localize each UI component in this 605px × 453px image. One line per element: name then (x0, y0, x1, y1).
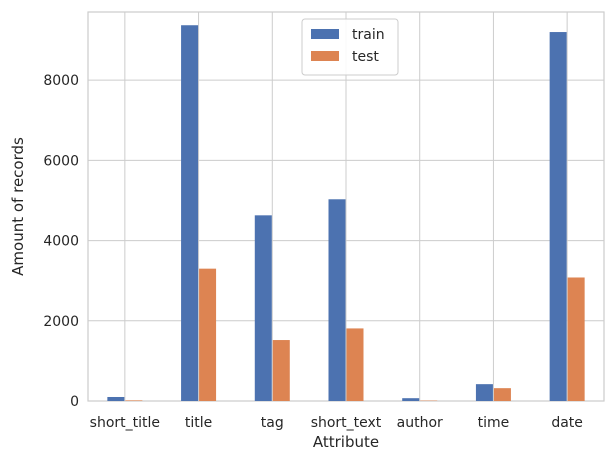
y-tick-label: 0 (70, 394, 79, 410)
bar-train-title (181, 25, 198, 401)
legend-label-test: test (352, 49, 379, 65)
bar-train-date (550, 32, 567, 401)
x-tick-label: tag (261, 415, 284, 431)
bar-test-tag (273, 340, 290, 401)
x-tick-label: title (185, 415, 212, 431)
bar-test-short_text (347, 328, 364, 401)
bar-test-short_title (125, 400, 142, 401)
legend-swatch-train (311, 29, 339, 39)
legend-label-train: train (352, 27, 385, 43)
y-tick-label: 8000 (43, 73, 79, 89)
legend-swatch-test (311, 51, 339, 61)
y-tick-label: 2000 (43, 314, 79, 330)
bar-test-date (568, 277, 585, 401)
legend: train test (302, 19, 398, 75)
x-axis-label: Attribute (313, 433, 379, 451)
bar-train-author (402, 398, 419, 401)
x-tick-label: short_title (90, 415, 160, 431)
x-tick-label: short_text (311, 415, 382, 431)
y-axis-ticks: 0 2000 4000 6000 8000 (43, 73, 79, 410)
bar-test-title (199, 269, 216, 401)
y-tick-label: 6000 (43, 153, 79, 169)
bar-train-time (476, 384, 493, 401)
x-axis-ticks: short_title title tag short_text author time d… (90, 415, 583, 431)
y-axis-label: Amount of records (9, 137, 27, 276)
bar-test-time (494, 388, 511, 401)
y-tick-label: 4000 (43, 234, 79, 250)
x-tick-label: author (397, 415, 443, 431)
bar-train-short_title (107, 397, 124, 401)
bar-train-tag (255, 215, 272, 401)
x-tick-label: time (478, 415, 510, 431)
x-tick-label: date (551, 415, 583, 431)
bar-train-short_text (329, 199, 346, 401)
